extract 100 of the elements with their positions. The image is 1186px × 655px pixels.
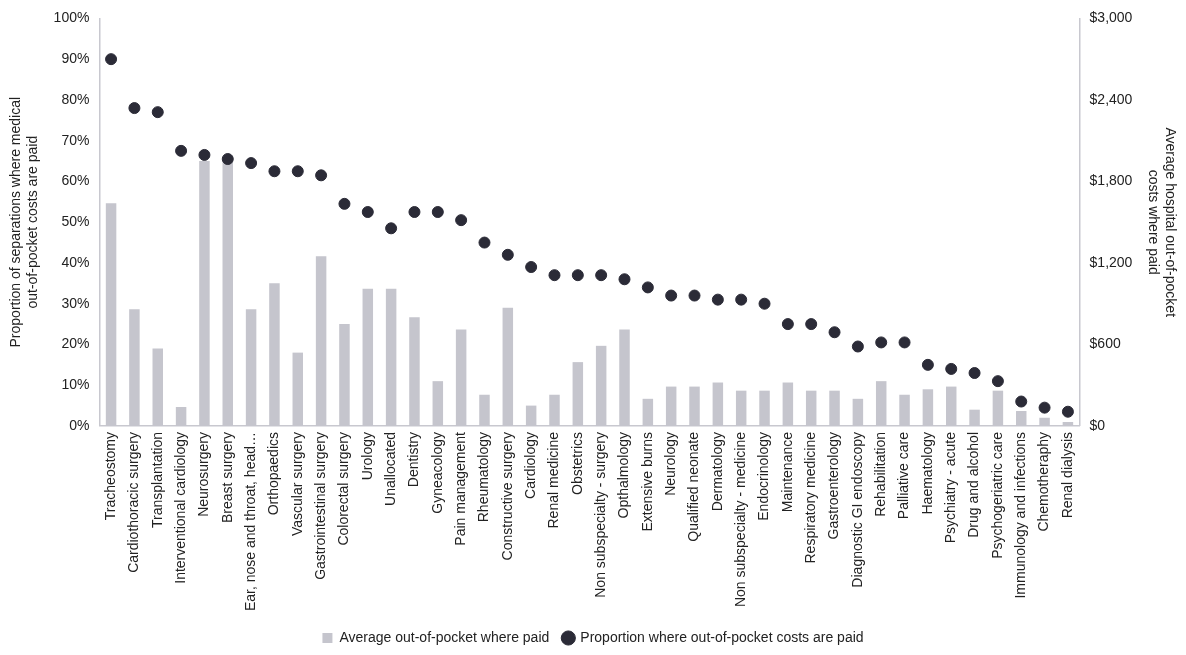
x-tick-label: Psychogeriatric care [988, 431, 1005, 559]
point [221, 153, 234, 166]
point [1061, 405, 1074, 418]
x-tick-label: Colorectal surgery [335, 431, 352, 546]
y2-axis-title: Average hospital out-of-pocket costs where paid [1145, 127, 1179, 318]
point [595, 269, 608, 282]
point [291, 165, 304, 178]
x-tick-label: Opthalmology [615, 431, 632, 519]
x-tick-label: Unallocated [381, 431, 398, 506]
point [851, 340, 864, 353]
point [735, 293, 748, 306]
point [875, 336, 888, 349]
x-tick-label: Renal medicine [545, 431, 562, 529]
point [525, 261, 538, 274]
point [385, 222, 398, 235]
x-tick-label: Obstetrics [568, 431, 585, 495]
point [175, 144, 188, 157]
x-tick-label: Psychiatry - acute [942, 431, 959, 544]
x-tick-label: Palliative care [895, 431, 912, 520]
x-tick-label: Pain management [452, 431, 468, 546]
x-tick-label: Gastrointestinal surgery [311, 431, 328, 580]
point [548, 269, 561, 282]
y-tick-label: 0% [69, 416, 90, 433]
point [571, 269, 584, 282]
x-tick-label: Haematology [918, 431, 935, 515]
x-tick-label: Transplantation [148, 431, 165, 528]
y-tick-label: 40% [61, 253, 90, 270]
point [805, 318, 818, 331]
x-tick-label: Orthopaedics [265, 431, 282, 516]
point [478, 236, 491, 249]
x-tick-label: Dermatology [708, 431, 725, 512]
y2-tick-label: $2,400 [1089, 90, 1133, 107]
x-tick-label: Drug and alcohol [965, 431, 982, 538]
x-tick-label: Interventional cardiology [171, 431, 188, 584]
point [828, 326, 841, 339]
x-tick-label: Vascular surgery [288, 431, 305, 536]
x-tick-label: Respiratory medicine [802, 431, 819, 564]
y-tick-label: 80% [61, 90, 90, 107]
x-tick-label: Qualified neonate [685, 431, 702, 542]
point [408, 206, 421, 218]
x-tick-label: Rheumatology [475, 431, 492, 523]
point [431, 206, 444, 218]
point [688, 289, 701, 302]
x-tick-label: Cardiothoracic surgery [125, 431, 142, 573]
x-tick-label: Cardiology [522, 431, 539, 499]
x-tick-label: Constructive surgery [498, 431, 515, 561]
y-tick-label: 70% [61, 131, 90, 148]
y2-tick-label: $0 [1089, 416, 1106, 433]
point [781, 318, 794, 331]
x-tick-label: Neurosurgery [195, 431, 212, 517]
y-tick-label: 60% [61, 172, 90, 189]
y-axis-title: Proportion of separations where medical out-of-pocket costs are paid [7, 96, 41, 348]
point [641, 281, 654, 294]
point [921, 358, 934, 371]
point [361, 206, 374, 218]
y2-tick-label: $1,800 [1089, 172, 1133, 189]
point [711, 293, 724, 306]
y-tick-label: 50% [61, 213, 90, 230]
point [245, 157, 258, 170]
point [758, 297, 771, 310]
x-tick-label: Endocrinology [755, 431, 772, 521]
point [128, 102, 141, 115]
point [1015, 395, 1028, 408]
x-tick-label: Ear, nose and throat, head… [241, 431, 258, 611]
x-tick-label: Non subspecialty - surgery [592, 431, 609, 598]
x-tick-label: Urology [358, 431, 375, 481]
point [198, 148, 211, 161]
y-tick-label: 20% [61, 335, 90, 352]
x-tick-label: Neurology [662, 431, 679, 496]
point [455, 214, 468, 227]
point [315, 169, 328, 182]
point [151, 106, 164, 119]
x-tick-label: Gyneacology [428, 431, 445, 514]
point [105, 53, 118, 66]
x-tick-label: Extensive burns [638, 431, 655, 532]
x-tick-label: Renal dialysis [1058, 431, 1075, 519]
y-tick-label: 90% [61, 50, 90, 67]
point [945, 362, 958, 375]
y2-tick-label: $3,000 [1089, 9, 1133, 26]
x-tick-label: Chemotheraphy [1035, 431, 1052, 532]
y-tick-label: 100% [53, 9, 90, 26]
point [665, 289, 678, 302]
point [501, 248, 514, 261]
y-tick-label: 30% [61, 294, 90, 311]
point [618, 273, 631, 286]
x-tick-label: Tracheostomy [101, 431, 118, 521]
point [991, 375, 1004, 388]
x-tick-label: Diagnostic GI endoscopy [848, 431, 865, 588]
point [338, 197, 351, 210]
x-tick-label: Breast surgery [218, 431, 235, 524]
y2-tick-label: $600 [1089, 335, 1121, 352]
point [268, 165, 281, 178]
x-tick-label: Non subspecialty - medicine [732, 431, 749, 608]
x-tick-label: Dentistry [405, 431, 422, 488]
y2-tick-label: $1,200 [1089, 253, 1133, 270]
legend-label: Average out-of-pocket where paid [339, 628, 550, 645]
x-tick-label: Immunology and infections [1012, 431, 1029, 599]
x-tick-label: Gastroenterology [825, 431, 842, 540]
point [968, 367, 981, 379]
legend-label: Proportion where out-of-pocket costs are paid [580, 628, 864, 645]
